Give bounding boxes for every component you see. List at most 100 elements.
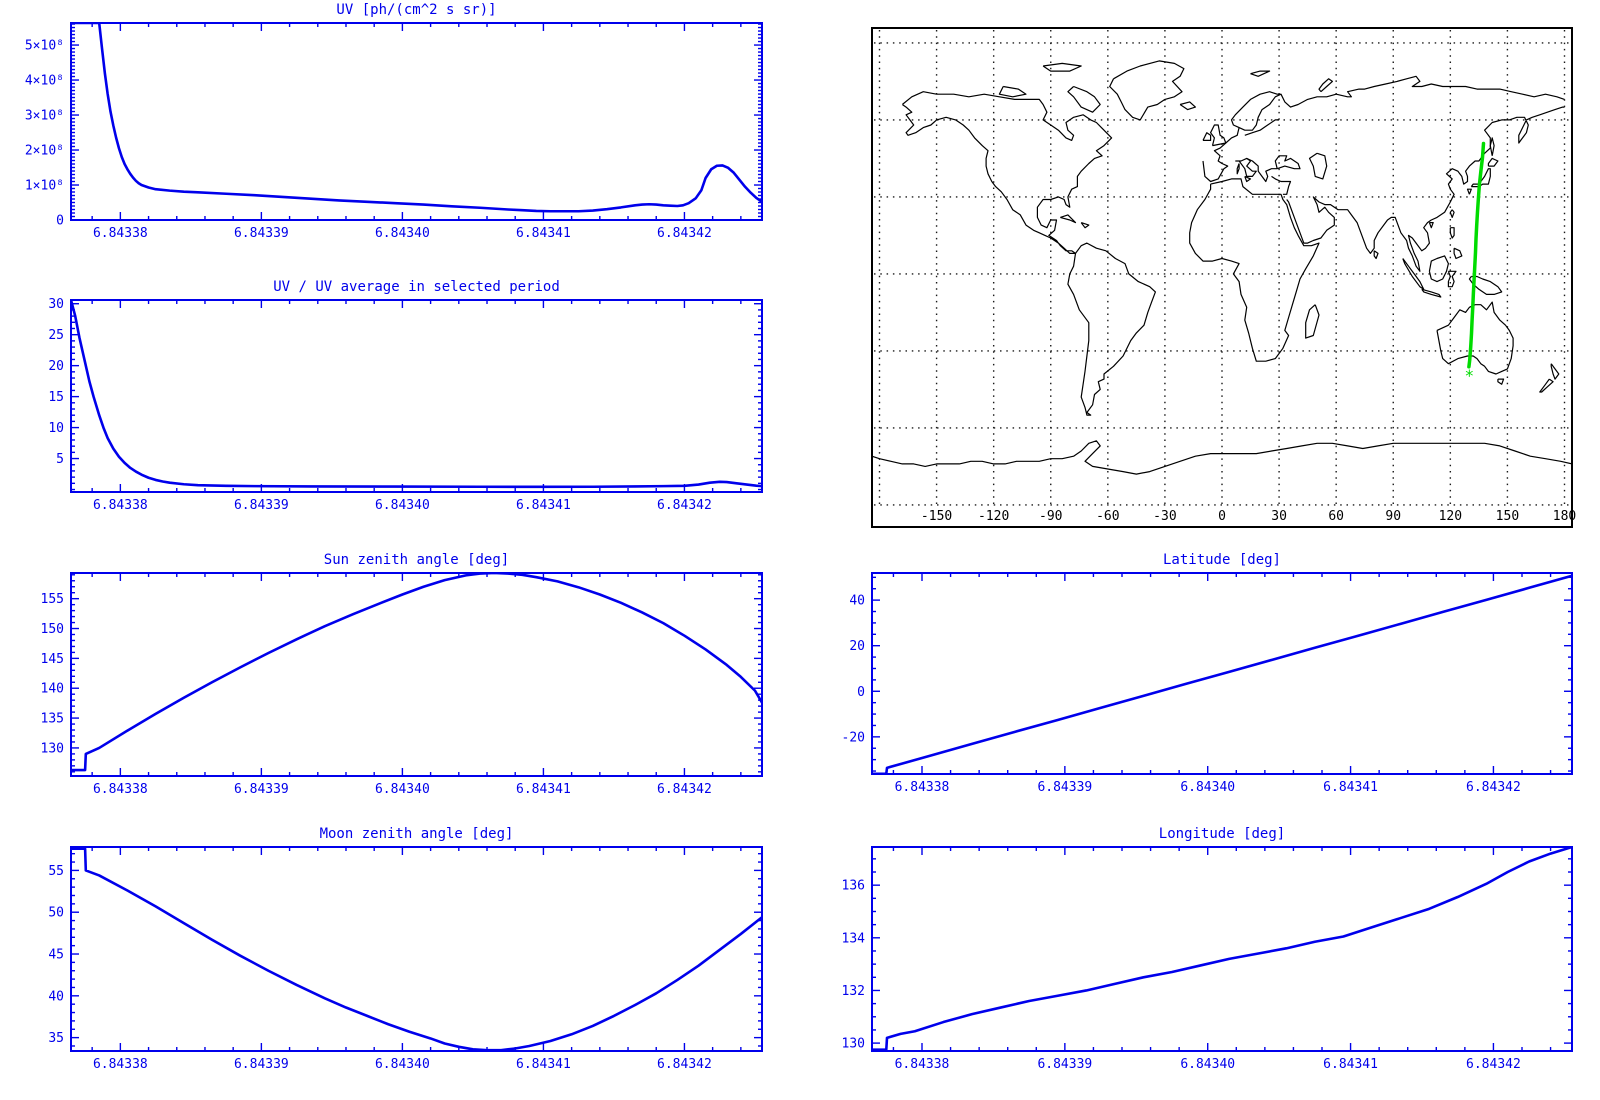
x-tick-label: 6.84340: [375, 226, 430, 241]
y-tick-label: 130: [842, 1037, 865, 1052]
x-tick-label: 6.84342: [1466, 1057, 1521, 1072]
x-tick-label: 6.84341: [516, 498, 571, 513]
uv-ratio-panel: 6.84338 6.84339 6.84340 6.84341 6.84342 5 10 15…: [48, 297, 763, 513]
y-tick-label: 5×10⁸: [25, 39, 64, 54]
sun-zenith-series-line: [71, 573, 762, 772]
x-tick-label: 6.84339: [234, 226, 289, 241]
axis-ticks: [71, 847, 762, 1051]
y-tick-label: 20: [48, 359, 64, 374]
x-tick-label: 6.84341: [516, 1057, 571, 1072]
x-tick-label: 6.84338: [93, 226, 148, 241]
x-tick-label: 6.84340: [375, 1057, 430, 1072]
y-tick-label: 145: [41, 652, 64, 667]
axis-labels: 6.84338 6.84339 6.84340 6.84341 6.84342 -20 0 2…: [842, 594, 1521, 795]
uv-plot-title: UV [ph/(cm^2 s sr)]: [336, 2, 497, 18]
y-tick-label: 134: [842, 931, 866, 946]
axis-ticks: [71, 573, 762, 776]
y-tick-label: 10: [48, 421, 64, 436]
y-tick-label: 135: [41, 712, 64, 727]
longitude-series-line: [872, 847, 1572, 1051]
map-lon-label: -150: [921, 509, 952, 524]
map-lon-label: 0: [1218, 509, 1226, 524]
map-lon-label: 150: [1496, 509, 1519, 524]
x-tick-label: 6.84341: [516, 782, 571, 797]
axis-labels: 6.84338 6.84339 6.84340 6.84341 6.84342 35 40 4…: [48, 864, 711, 1072]
y-tick-label: 132: [842, 984, 865, 999]
y-tick-label: 136: [842, 879, 865, 894]
uv-ratio-series-line: [71, 300, 762, 489]
x-tick-label: 6.84338: [93, 1057, 148, 1072]
y-tick-label: 55: [48, 864, 64, 879]
map-lon-label: 90: [1385, 509, 1401, 524]
moon-zenith-panel: 6.84338 6.84339 6.84340 6.84341 6.84342 35 40 4…: [48, 846, 763, 1072]
plot-frame: [70, 299, 763, 493]
y-tick-label: 3×10⁸: [25, 109, 64, 124]
x-tick-label: 6.84341: [1323, 1057, 1378, 1072]
x-tick-label: 6.84339: [234, 498, 289, 513]
x-tick-label: 6.84339: [234, 1057, 289, 1072]
x-tick-label: 6.84340: [1180, 1057, 1235, 1072]
plot-frame: [70, 22, 763, 221]
latitude-series-line: [872, 574, 1572, 774]
y-tick-label: 35: [48, 1031, 64, 1046]
longitude-panel: 6.84338 6.84339 6.84340 6.84341 6.84342 130 13…: [842, 846, 1573, 1072]
y-tick-label: 130: [41, 741, 64, 756]
x-tick-label: 6.84338: [895, 1057, 950, 1072]
ground-track: [1467, 141, 1486, 369]
ground-track-start-marker: *: [1465, 366, 1475, 385]
moon-zenith-series-line: [71, 847, 762, 1051]
uv-series-line: [71, 23, 762, 213]
plot-frame: [871, 572, 1573, 775]
y-tick-label: 30: [48, 297, 64, 312]
map-lon-label: -60: [1096, 509, 1119, 524]
x-tick-label: 6.84342: [657, 498, 712, 513]
y-tick-label: 40: [849, 594, 865, 609]
axis-labels: 6.84338 6.84339 6.84340 6.84341 6.84342 130 13…: [842, 879, 1521, 1072]
map-graticule: [874, 30, 1570, 506]
y-tick-label: 140: [41, 682, 64, 697]
axis-labels: 6.84338 6.84339 6.84340 6.84341 6.84342 0 1×10…: [25, 39, 712, 241]
plot-frame: [871, 846, 1573, 1052]
y-tick-label: -20: [842, 730, 865, 745]
plot-frame: [70, 572, 763, 777]
world-map-panel: * -150 -120 -90 -60 -30 0 30 60 90 120 150 180: [871, 27, 1576, 528]
uv-ratio-plot-title: UV / UV average in selected period: [273, 279, 560, 295]
uv-panel: 6.84338 6.84339 6.84340 6.84341 6.84342 0 1×10…: [25, 22, 763, 241]
y-tick-label: 150: [41, 622, 64, 637]
moon-zenith-plot-title: Moon zenith angle [deg]: [319, 826, 514, 842]
map-lon-label: 30: [1271, 509, 1287, 524]
map-lon-label: 120: [1439, 509, 1462, 524]
x-tick-label: 6.84339: [1037, 780, 1092, 795]
x-tick-label: 6.84342: [657, 782, 712, 797]
y-tick-label: 15: [48, 390, 64, 405]
y-tick-label: 40: [48, 989, 64, 1004]
y-tick-label: 20: [849, 639, 865, 654]
map-lon-label: 60: [1328, 509, 1344, 524]
map-lon-label: 180: [1553, 509, 1576, 524]
x-tick-label: 6.84338: [895, 780, 950, 795]
x-tick-label: 6.84339: [234, 782, 289, 797]
y-tick-label: 25: [48, 328, 64, 343]
y-tick-label: 0: [857, 685, 865, 700]
y-tick-label: 2×10⁸: [25, 144, 64, 159]
map-axis-labels: -150 -120 -90 -60 -30 0 30 60 90 120 150 180: [921, 509, 1576, 524]
axis-labels: 6.84338 6.84339 6.84340 6.84341 6.84342 5 10 15…: [48, 297, 711, 513]
x-tick-label: 6.84338: [93, 782, 148, 797]
x-tick-label: 6.84340: [375, 498, 430, 513]
sun-zenith-panel: 6.84338 6.84339 6.84340 6.84341 6.84342 130 13…: [41, 572, 763, 797]
x-tick-label: 6.84338: [93, 498, 148, 513]
latitude-plot-title: Latitude [deg]: [1162, 552, 1281, 568]
x-tick-label: 6.84340: [375, 782, 430, 797]
x-tick-label: 6.84342: [657, 226, 712, 241]
x-tick-label: 6.84342: [657, 1057, 712, 1072]
map-frame: [871, 27, 1573, 528]
latitude-panel: 6.84338 6.84339 6.84340 6.84341 6.84342 -20 0 2…: [842, 572, 1573, 795]
x-tick-label: 6.84342: [1466, 780, 1521, 795]
coastlines: [872, 60, 1572, 475]
map-lon-label: -90: [1039, 509, 1062, 524]
axis-ticks: [872, 847, 1572, 1051]
map-lon-label: -30: [1153, 509, 1176, 524]
longitude-plot-title: Longitude [deg]: [1158, 826, 1286, 842]
y-tick-label: 1×10⁸: [25, 179, 64, 194]
